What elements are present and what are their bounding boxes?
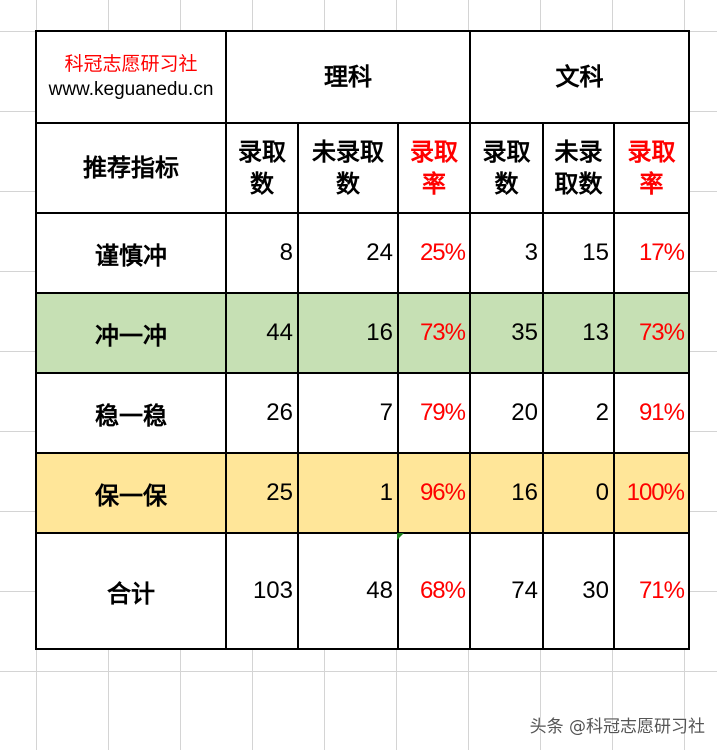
arts-admitted[interactable]: 20 [469,372,544,454]
sci-rate[interactable]: 25% [397,212,471,294]
sci-not-admitted[interactable]: 24 [297,212,399,294]
arts-not-admitted-header[interactable]: 未录 取数 [542,122,615,214]
arts-admitted[interactable]: 3 [469,212,544,294]
group-header-row: 科冠志愿研习社 www.keguanedu.cn 理科 文科 [35,30,690,124]
arts-rate[interactable]: 17% [613,212,690,294]
header-line: 数 [250,170,274,198]
header-line: 率 [422,170,446,198]
row-label-header[interactable]: 推荐指标 [35,122,227,214]
column-header-row: 推荐指标 录取 数 未录取 数 录取 率 录取 数 未录 取数 录取 率 [35,122,690,214]
sci-rate[interactable]: 73% [397,292,471,374]
row-label[interactable]: 保一保 [35,452,227,534]
header-line: 录取 [627,138,676,166]
admission-stats-table: 科冠志愿研习社 www.keguanedu.cn 理科 文科 推荐指标 录取 数… [35,30,690,650]
header-line: 率 [639,170,664,198]
header-line: 录取 [410,138,458,166]
arts-rate[interactable]: 91% [613,372,690,454]
header-line: 取数 [554,170,603,198]
sci-rate-header[interactable]: 录取 率 [397,122,471,214]
sci-admitted[interactable]: 103 [225,532,299,650]
header-line: 录取 [482,138,531,166]
sci-admitted[interactable]: 8 [225,212,299,294]
arts-rate[interactable]: 73% [613,292,690,374]
sci-not-admitted[interactable]: 16 [297,292,399,374]
sci-not-admitted[interactable]: 48 [297,532,399,650]
table-row-total: 合计 103 48 68% 74 30 71% [35,532,690,650]
arts-not-admitted[interactable]: 15 [542,212,615,294]
row-label[interactable]: 稳一稳 [35,372,227,454]
watermark: 头条 @科冠志愿研习社 [529,717,705,737]
brand-cell[interactable]: 科冠志愿研习社 www.keguanedu.cn [35,30,227,124]
formula-warning-indicator-icon[interactable] [397,533,404,540]
header-line: 数 [336,170,360,198]
arts-rate-header[interactable]: 录取 率 [613,122,690,214]
sci-not-admitted-header[interactable]: 未录取 数 [297,122,399,214]
brand-name: 科冠志愿研习社 [64,53,198,75]
sci-rate[interactable]: 96% [397,452,471,534]
sci-not-admitted[interactable]: 1 [297,452,399,534]
brand-url: www.keguanedu.cn [48,79,214,100]
row-label[interactable]: 冲一冲 [35,292,227,374]
arts-admitted[interactable]: 16 [469,452,544,534]
arts-not-admitted[interactable]: 30 [542,532,615,650]
sci-rate[interactable]: 79% [397,372,471,454]
arts-rate[interactable]: 71% [613,532,690,650]
header-line: 未录取 [312,138,384,166]
sci-admitted[interactable]: 44 [225,292,299,374]
sci-rate[interactable]: 68% [397,532,471,650]
arts-rate[interactable]: 100% [613,452,690,534]
sci-admitted[interactable]: 25 [225,452,299,534]
arts-admitted[interactable]: 35 [469,292,544,374]
arts-not-admitted[interactable]: 2 [542,372,615,454]
arts-admitted-header[interactable]: 录取 数 [469,122,544,214]
arts-not-admitted[interactable]: 0 [542,452,615,534]
arts-admitted[interactable]: 74 [469,532,544,650]
row-label[interactable]: 合计 [35,532,227,650]
header-line: 未录 [554,138,603,166]
table-row: 稳一稳 26 7 79% 20 2 91% [35,372,690,454]
arts-not-admitted[interactable]: 13 [542,292,615,374]
sci-not-admitted[interactable]: 7 [297,372,399,454]
sci-admitted-header[interactable]: 录取 数 [225,122,299,214]
table-row: 保一保 25 1 96% 16 0 100% [35,452,690,534]
row-label[interactable]: 谨慎冲 [35,212,227,294]
table-row: 谨慎冲 8 24 25% 3 15 17% [35,212,690,294]
group-arts[interactable]: 文科 [469,30,690,124]
header-line: 数 [494,170,519,198]
header-line: 录取 [238,138,286,166]
sci-admitted[interactable]: 26 [225,372,299,454]
table-row: 冲一冲 44 16 73% 35 13 73% [35,292,690,374]
group-science[interactable]: 理科 [225,30,471,124]
